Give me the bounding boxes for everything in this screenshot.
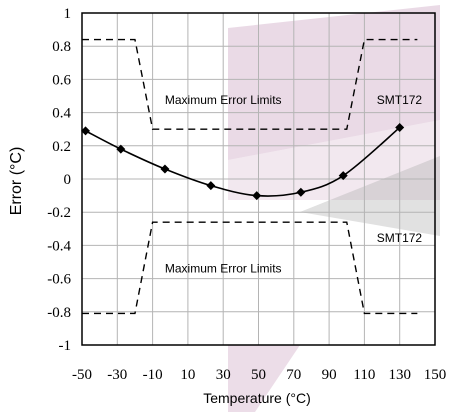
annotations: Maximum Error Limits SMT172 Maximum Error …: [165, 93, 423, 275]
y-tick-label: -0.8: [47, 305, 71, 321]
x-tick-label: -30: [107, 367, 127, 383]
x-tick-label: 130: [388, 367, 411, 383]
x-axis-label: Temperature (°C): [203, 390, 311, 406]
limit-label: Maximum Error Limits: [165, 93, 282, 107]
data-point: [160, 164, 170, 174]
x-tick-label: -50: [72, 367, 92, 383]
x-tick-label: 50: [251, 367, 266, 383]
watermark-shape: [228, 345, 300, 412]
watermark-shape: [300, 156, 440, 236]
data-point: [338, 171, 348, 181]
x-tick-label: 30: [216, 367, 231, 383]
data-point: [395, 123, 405, 133]
data-point: [116, 144, 126, 154]
y-tick-label: 0.4: [52, 106, 71, 122]
tick-labels: -50 -30 -10 10 30 50 70 90 110 130 15010.80.60.40.…: [47, 6, 446, 383]
limit-label: Maximum Error Limits: [165, 262, 282, 276]
x-tick-label: 110: [353, 367, 375, 383]
watermark: [228, 5, 440, 412]
x-tick-label: 90: [322, 367, 337, 383]
y-tick-label: -0.2: [47, 205, 71, 221]
lower-limit-line: [82, 221, 418, 315]
y-tick-label: -0.6: [47, 272, 71, 288]
series-layer: [81, 38, 418, 315]
grid: [81, 12, 436, 346]
x-tick-label: 150: [424, 367, 447, 383]
plot-frame: [81, 12, 436, 346]
data-point: [206, 181, 216, 191]
x-tick-label: 70: [286, 367, 301, 383]
upper-limit-line: [82, 38, 418, 130]
series-label: SMT172: [377, 231, 423, 245]
y-tick-label: 0.6: [52, 72, 71, 88]
series-label: SMT172: [377, 93, 423, 107]
y-tick-label: -1: [59, 338, 72, 354]
watermark-shape: [228, 5, 440, 160]
y-tick-label: 0.2: [52, 139, 71, 155]
x-tick-label: 10: [180, 367, 195, 383]
x-tick-label: -10: [143, 367, 163, 383]
y-tick-label: 0.8: [52, 39, 71, 55]
data-point: [81, 126, 91, 136]
data-point: [296, 187, 306, 197]
data-point: [252, 191, 262, 201]
y-axis-label: Error (°C): [8, 147, 25, 216]
y-tick-label: -0.4: [47, 238, 71, 254]
y-tick-label: 1: [64, 6, 72, 22]
y-tick-label: 0: [64, 172, 72, 188]
